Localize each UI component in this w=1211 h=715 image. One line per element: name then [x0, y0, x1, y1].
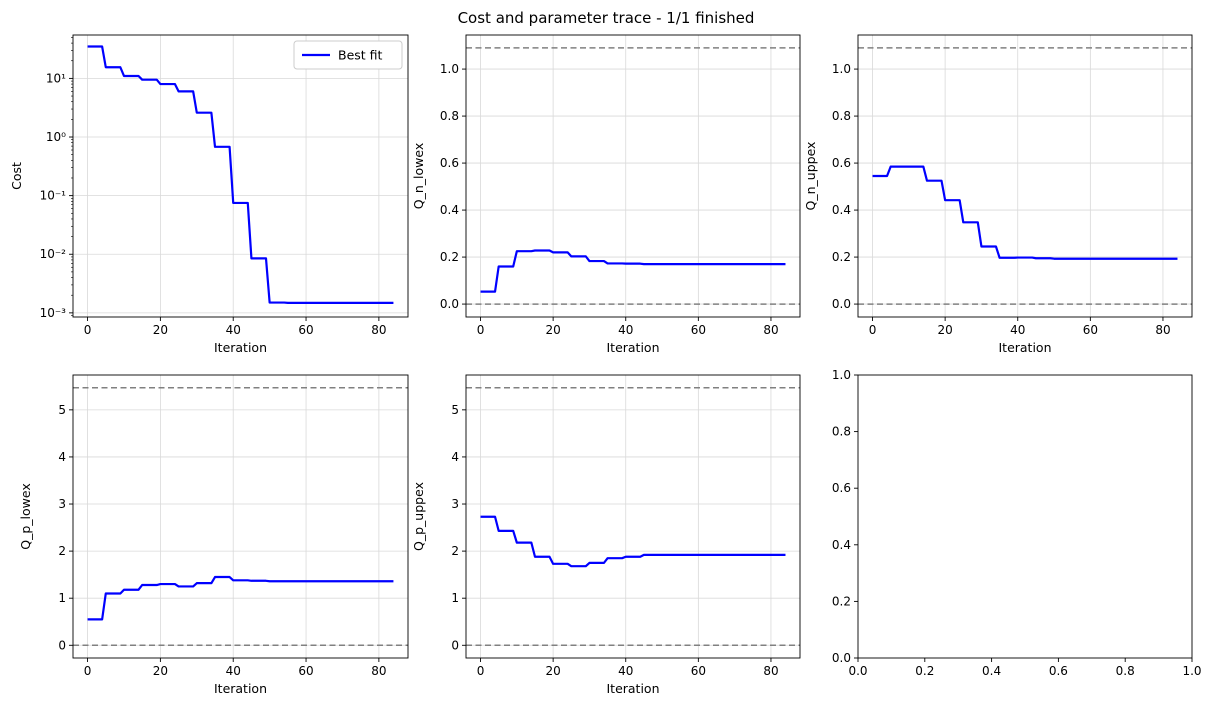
y-tick-label: 3	[58, 497, 66, 511]
y-tick-label: 0.6	[440, 156, 459, 170]
x-tick-label: 0.4	[982, 664, 1001, 678]
x-tick-label: 20	[153, 323, 168, 337]
x-axis-label: Iteration	[606, 340, 659, 355]
x-tick-label: 60	[298, 323, 313, 337]
y-tick-label: 0.0	[832, 297, 851, 311]
y-tick-label: 0.0	[832, 651, 851, 665]
x-tick-label: 40	[226, 664, 241, 678]
axes-frame	[857, 374, 1193, 659]
x-tick-label: 80	[371, 323, 386, 337]
y-tick-label: 0.2	[832, 594, 851, 608]
y-tick-label: 0	[58, 638, 66, 652]
x-tick-label: 0	[84, 323, 92, 337]
x-tick-label: 0.0	[848, 664, 867, 678]
series-line	[87, 45, 394, 304]
x-tick-label: 40	[618, 323, 633, 337]
x-tick-label: 60	[298, 664, 313, 678]
chart-panel-bottom-right: 0.0 0.2 0.4 0.6 0.8 1.0 0.0 0.2 0.4 0.6 0.8 1.0	[832, 368, 1202, 678]
y-tick-label: 0.8	[832, 425, 851, 439]
series-line	[480, 515, 786, 568]
x-tick-label: 1.0	[1182, 664, 1201, 678]
axes-frame	[857, 34, 1193, 318]
series-line	[87, 575, 394, 621]
x-tick-label: 60	[691, 664, 706, 678]
legend: Best fit	[293, 40, 403, 70]
y-tick-label: 1.0	[440, 62, 459, 76]
y-tick-label: 10⁰	[46, 130, 66, 144]
x-tick-label: 20	[545, 664, 560, 678]
chart-panel-bottom-left: 0 20 40 60 80 0 1 2 3 4 5 Iteration Q_p_lowex	[18, 374, 409, 696]
y-tick-label: 4	[58, 450, 66, 464]
y-axis-label: Cost	[9, 162, 24, 190]
y-tick-label: 0	[451, 638, 459, 652]
y-tick-label: 2	[58, 544, 66, 558]
axes-frame	[72, 34, 409, 318]
axes-frame	[465, 34, 801, 318]
y-tick-label: 0.2	[832, 250, 851, 264]
axes-frame	[72, 374, 409, 659]
y-tick-label: 3	[451, 497, 459, 511]
y-tick-label: 1	[58, 591, 66, 605]
y-tick-label: 0.6	[832, 156, 851, 170]
y-tick-label: 5	[58, 403, 66, 417]
x-tick-label: 80	[763, 664, 778, 678]
x-axis-label: Iteration	[214, 340, 267, 355]
x-tick-label: 20	[937, 323, 952, 337]
y-tick-label: 5	[451, 403, 459, 417]
legend-label: Best fit	[338, 48, 383, 63]
y-axis-label: Q_n_lowex	[411, 143, 426, 209]
y-tick-label: 0.4	[440, 203, 459, 217]
y-tick-label: 1.0	[832, 368, 851, 382]
y-axis-label: Q_n_uppex	[803, 142, 818, 211]
y-axis-label: Q_p_uppex	[411, 482, 426, 551]
chart-panel-top-middle: 0 20 40 60 80 0.0 0.2 0.4 0.6 0.8 1.0 Iteration Q_n_…	[411, 34, 801, 355]
y-tick-label: 0.8	[440, 109, 459, 123]
series-line	[480, 249, 786, 293]
y-tick-label: 1.0	[832, 62, 851, 76]
y-tick-label: 0.4	[832, 538, 851, 552]
x-axis-label: Iteration	[606, 681, 659, 696]
x-tick-label: 40	[1010, 323, 1025, 337]
y-tick-label: 10⁻¹	[40, 189, 67, 203]
x-tick-label: 40	[618, 664, 633, 678]
x-axis-label: Iteration	[214, 681, 267, 696]
chart-panel-bottom-middle: 0 20 40 60 80 0 1 2 3 4 5 Iteration Q_p_uppex	[411, 374, 801, 696]
x-tick-label: 0	[869, 323, 877, 337]
y-tick-label: 0.2	[440, 250, 459, 264]
x-tick-label: 60	[691, 323, 706, 337]
x-tick-label: 20	[153, 664, 168, 678]
x-tick-label: 0.6	[1049, 664, 1068, 678]
x-tick-label: 80	[763, 323, 778, 337]
y-tick-label: 1	[451, 591, 459, 605]
chart-panel-top-left: 0 20 40 60 80 10⁻³ 10⁻² 10⁻¹ 10⁰ 10¹ Iteration Cost…	[9, 34, 409, 355]
x-tick-label: 40	[226, 323, 241, 337]
x-tick-label: 0.8	[1116, 664, 1135, 678]
x-tick-label: 0	[84, 664, 92, 678]
y-tick-label: 0.0	[440, 297, 459, 311]
x-tick-label: 80	[1155, 323, 1170, 337]
x-tick-label: 60	[1083, 323, 1098, 337]
y-tick-label: 10¹	[46, 71, 66, 85]
chart-panel-top-right: 0 20 40 60 80 0.0 0.2 0.4 0.6 0.8 1.0 Iteration Q_n_…	[803, 34, 1193, 355]
x-tick-label: 0.2	[915, 664, 934, 678]
y-axis-label: Q_p_lowex	[18, 483, 33, 550]
y-tick-label: 0.6	[832, 481, 851, 495]
x-tick-label: 0	[477, 664, 485, 678]
figure-title: Cost and parameter trace - 1/1 finished	[458, 9, 755, 27]
y-tick-label: 0.8	[832, 109, 851, 123]
y-tick-label: 0.4	[832, 203, 851, 217]
x-tick-label: 20	[545, 323, 560, 337]
legend-box	[293, 40, 403, 70]
x-tick-label: 80	[371, 664, 386, 678]
axes-frame	[465, 374, 801, 659]
x-axis-label: Iteration	[998, 340, 1051, 355]
y-tick-label: 2	[451, 544, 459, 558]
x-tick-label: 0	[477, 323, 485, 337]
y-tick-label: 4	[451, 450, 459, 464]
y-tick-label: 10⁻²	[40, 247, 67, 261]
series-line	[872, 165, 1178, 260]
y-tick-label: 10⁻³	[40, 306, 67, 320]
